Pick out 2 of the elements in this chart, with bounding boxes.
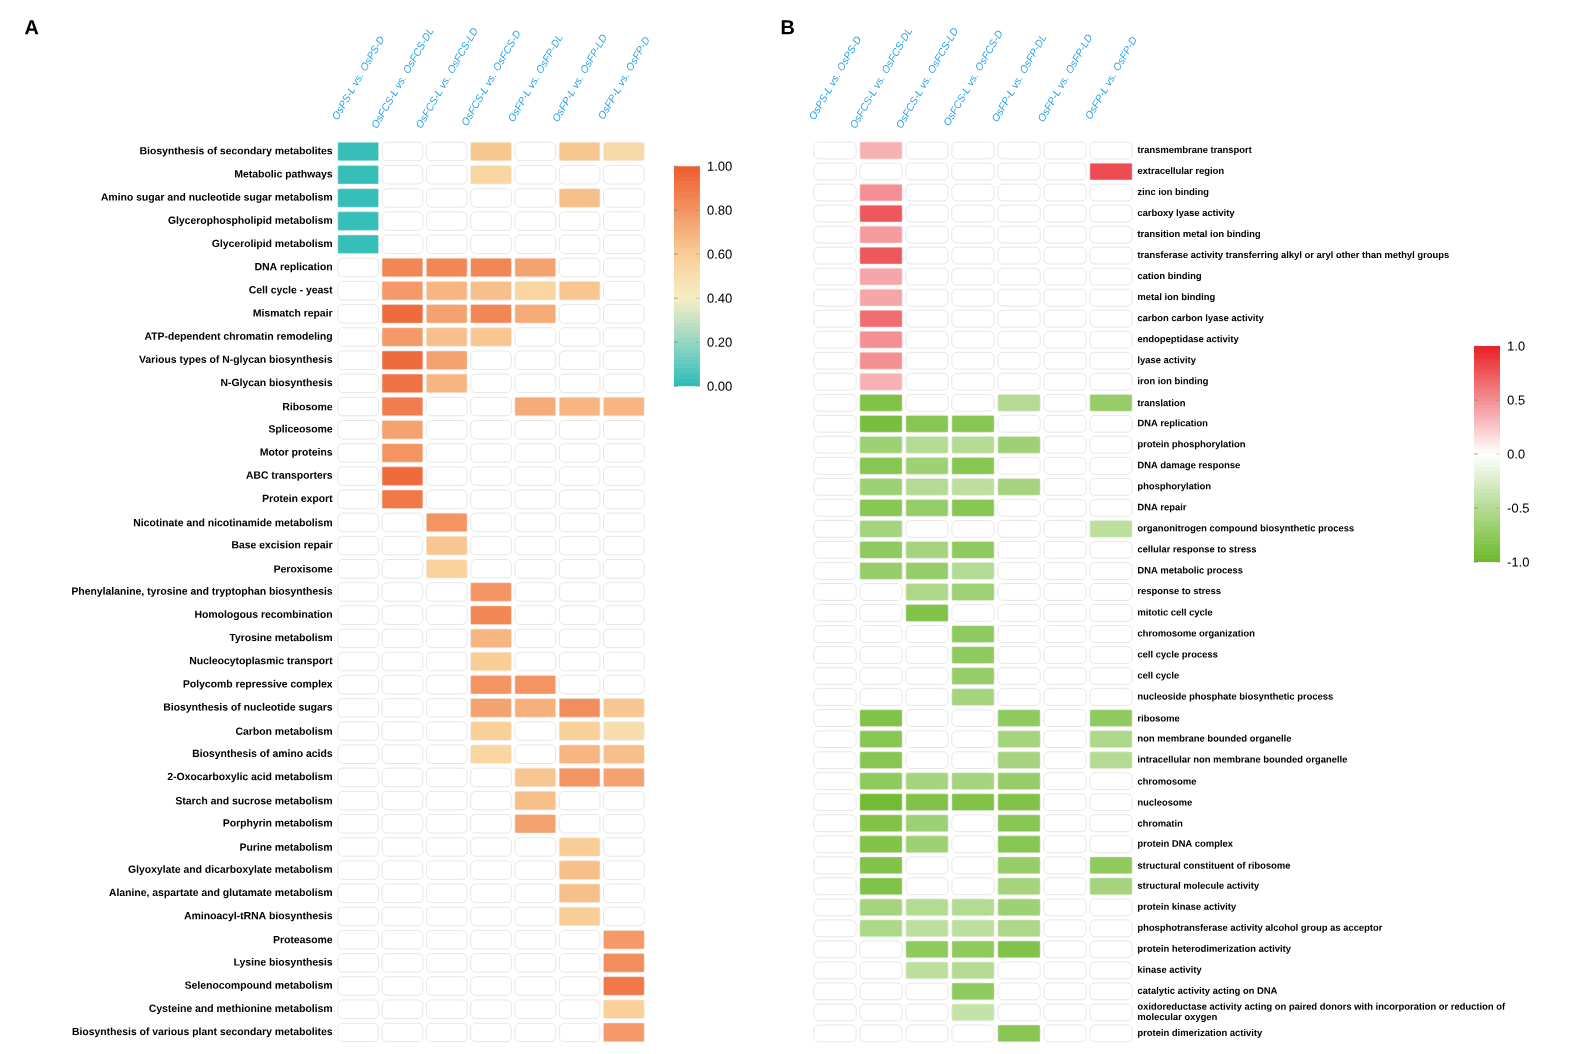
text: A [24, 20, 39, 35]
chart-title: B [781, 20, 794, 35]
